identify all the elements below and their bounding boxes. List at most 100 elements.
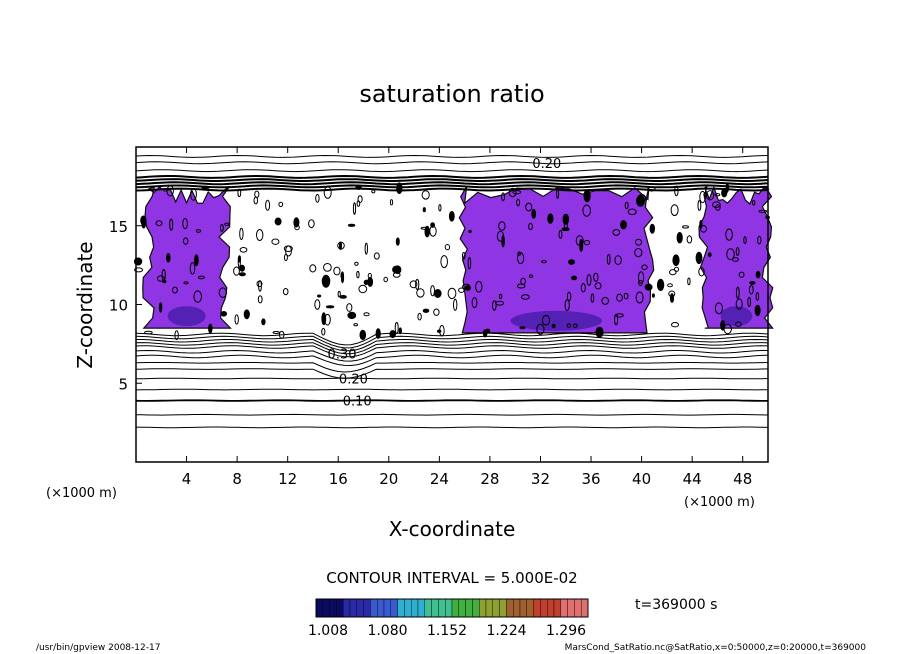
contour-speckle	[464, 284, 471, 291]
contour-speckle	[561, 227, 570, 232]
contour-speckle	[416, 288, 425, 298]
colorbar	[315, 598, 589, 618]
contour-speckle	[638, 279, 643, 287]
contour-speckle	[278, 330, 285, 339]
contour-speckle	[594, 282, 602, 290]
contour-speckle	[562, 213, 570, 225]
colorbar-swatch	[458, 598, 466, 618]
contour-line	[135, 426, 769, 429]
contour-speckle	[638, 271, 645, 284]
contour-speckle	[635, 238, 642, 246]
contour-speckle	[166, 252, 171, 263]
contour-speckle	[337, 290, 341, 298]
contour-speckle	[224, 222, 230, 227]
contour-speckle	[674, 185, 679, 197]
contour-speckle	[321, 327, 326, 336]
contour-speckle	[556, 188, 560, 199]
contour-line	[135, 399, 768, 402]
colorbar-swatch	[567, 598, 575, 618]
contour-speckle	[347, 311, 357, 320]
contour-line	[135, 174, 769, 179]
contour-speckle	[495, 300, 505, 306]
contour-speckle	[695, 251, 703, 265]
contour-speckle	[586, 274, 592, 286]
contour-line	[135, 154, 769, 158]
contour-speckle	[714, 193, 721, 197]
contour-speckle	[239, 227, 244, 240]
contour-speckle	[364, 242, 368, 255]
contour-speckle	[422, 308, 430, 313]
contour-speckle	[725, 228, 733, 241]
contour-speckle	[234, 314, 239, 325]
contour-speckle	[595, 326, 604, 338]
contour-speckle	[647, 186, 656, 192]
colorbar-swatch	[574, 598, 582, 618]
contour-speckle	[575, 235, 584, 247]
colorbar-swatch	[404, 598, 412, 618]
contour-speckle	[437, 329, 442, 333]
contour-speckle	[363, 312, 370, 317]
contour-line	[135, 332, 769, 346]
contour-speckle	[421, 190, 430, 200]
contour-speckle	[190, 187, 197, 201]
contour-speckle	[725, 182, 729, 193]
contour-speckle	[444, 244, 451, 251]
contour-speckle	[705, 190, 715, 201]
contour-speckle	[471, 297, 478, 309]
colorbar-tick-label: 1.152	[427, 623, 467, 639]
contour-line	[135, 377, 769, 380]
colorbar-swatch	[465, 598, 473, 618]
contour-line	[135, 181, 769, 186]
contour-speckle	[743, 236, 747, 245]
x-tick-label: 4	[182, 470, 192, 488]
contour-speckle	[239, 247, 248, 253]
contour-speckle	[314, 299, 321, 310]
colorbar-tick-label: 1.296	[546, 623, 586, 639]
contour-speckle	[620, 220, 627, 230]
colorbar-tick-label: 1.224	[486, 623, 526, 639]
contour-speckle	[698, 267, 705, 277]
contour-speckle	[616, 293, 623, 302]
y-ticks: 5 10 15	[109, 218, 142, 393]
contour-speckle	[468, 229, 472, 234]
contour-speckle	[735, 247, 740, 256]
contour-speckle	[447, 287, 457, 300]
contour-speckle	[293, 217, 300, 228]
contour-speckle	[354, 261, 359, 266]
contour-speckle	[155, 220, 163, 227]
colorbar-swatch	[383, 598, 392, 618]
contour-speckle	[233, 266, 240, 276]
contour-speckle	[676, 232, 683, 244]
contour-speckle	[239, 264, 246, 272]
y-axis-label: Z-coordinate	[73, 241, 97, 368]
contour-line	[135, 187, 769, 192]
contour-speckle	[201, 185, 210, 189]
colorbar-swatch	[315, 598, 324, 618]
contour-speckle	[373, 252, 380, 260]
contour-speckle	[735, 298, 743, 310]
contour-line	[135, 413, 769, 416]
contour-speckle	[323, 186, 332, 199]
supersat-region	[458, 186, 655, 334]
contour-line	[136, 338, 769, 352]
contour-speckle	[541, 260, 547, 264]
x-axis-label: X-coordinate	[389, 517, 516, 541]
supersat-region	[142, 185, 232, 329]
contour-speckle	[707, 252, 712, 258]
y-tick-label: 5	[118, 375, 128, 393]
contour-speckle	[580, 283, 586, 293]
contour-speckle	[614, 313, 619, 326]
contour-speckle	[321, 274, 331, 288]
contour-speckle	[337, 241, 345, 250]
contour-speckle	[757, 235, 762, 245]
contour-speckle	[669, 269, 677, 276]
contour-speckle	[198, 275, 205, 280]
contour-speckle	[424, 225, 430, 238]
contour-speckle	[409, 280, 418, 289]
contour-interval: CONTOUR INTERVAL = 5.000E-02	[326, 569, 577, 587]
colorbar-swatch	[322, 598, 330, 618]
contour-speckle	[438, 204, 442, 212]
contour-speckle	[593, 272, 599, 282]
contour-speckle	[347, 223, 356, 227]
contour-speckle	[166, 185, 174, 197]
